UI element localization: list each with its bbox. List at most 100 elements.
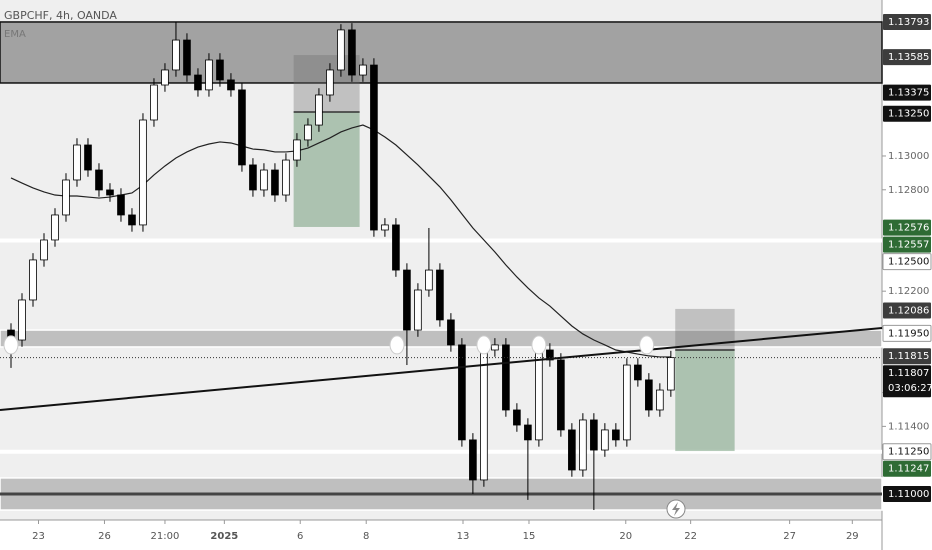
candle-body — [315, 94, 323, 126]
x-tick-label: 6 — [297, 531, 303, 542]
price-label-box — [883, 13, 931, 30]
replay-button[interactable] — [666, 499, 686, 519]
candle-body — [480, 349, 488, 481]
candle-body — [667, 357, 675, 391]
candle-body — [403, 269, 411, 331]
x-tick-label: 15 — [523, 531, 536, 542]
candle-body — [348, 29, 356, 76]
candle-body — [612, 429, 620, 441]
candle-body — [458, 344, 466, 441]
price-label: 1.13585 — [888, 52, 929, 63]
candle-body — [535, 349, 543, 441]
candle-body — [326, 69, 334, 96]
candle-body — [51, 214, 59, 241]
touch-marker — [639, 335, 655, 355]
candle-body — [139, 119, 147, 226]
price-label-box — [882, 324, 932, 342]
indicator-name: EMA — [4, 29, 26, 40]
candle-body — [557, 359, 565, 431]
candle-body — [645, 379, 653, 411]
x-tick-label: 21:00 — [151, 531, 180, 542]
candle-body — [128, 214, 136, 226]
candle-body — [337, 29, 345, 71]
candle-body — [84, 144, 92, 171]
candle-body — [469, 439, 477, 481]
candle-body — [216, 59, 224, 81]
candle-body — [524, 424, 532, 441]
price-label-box — [883, 485, 931, 502]
candle-body — [436, 269, 444, 321]
price-label: 1.11950 — [888, 328, 929, 339]
y-tick-label: 1.13000 — [888, 151, 929, 162]
price-label-box — [883, 365, 931, 398]
price-label-box — [883, 49, 931, 66]
price-label-box — [883, 84, 931, 101]
candle-body — [282, 159, 290, 196]
candle-body — [183, 39, 191, 76]
candle-body — [359, 64, 367, 76]
candle-body — [568, 429, 576, 471]
candle-body — [634, 364, 642, 381]
price-label: 1.13375 — [888, 88, 929, 99]
candle-body — [656, 389, 664, 411]
candle-body — [370, 64, 378, 231]
y-tick-label: 1.12200 — [888, 286, 929, 297]
y-tick-label: 1.11400 — [888, 421, 929, 432]
candle-body — [623, 364, 631, 441]
candle-body — [381, 224, 389, 231]
x-tick-label: 13 — [457, 531, 470, 542]
price-zone — [0, 329, 883, 348]
price-label: 1.12086 — [888, 305, 929, 316]
price-label: 1.13250 — [888, 109, 929, 120]
x-tick-label: 29 — [846, 531, 859, 542]
candle-body — [62, 179, 70, 216]
touch-marker — [3, 335, 19, 355]
x-tick-label: 20 — [619, 531, 632, 542]
price-label-box — [883, 302, 931, 319]
price-label: 1.12557 — [888, 240, 929, 251]
y-tick-label: 1.12800 — [888, 185, 929, 196]
countdown: 03:06:27 — [888, 383, 932, 394]
candle-body — [117, 194, 125, 216]
symbol-title: GBPCHF, 4h, OANDA — [4, 9, 117, 22]
candle-body — [425, 269, 433, 291]
candle-body — [502, 344, 510, 411]
price-label: 1.11247 — [888, 464, 929, 475]
candle-body — [172, 39, 180, 71]
plot-background — [0, 0, 882, 520]
candle-body — [579, 419, 587, 471]
position-target — [675, 349, 735, 452]
candle-body — [271, 169, 279, 196]
touch-marker — [476, 335, 492, 355]
candle-body — [161, 69, 169, 86]
candle-body — [590, 419, 598, 451]
x-tick-label: 22 — [684, 531, 697, 542]
candle-body — [238, 89, 246, 166]
x-tick-label: 27 — [783, 531, 796, 542]
trendline — [0, 327, 883, 411]
touch-marker — [389, 335, 405, 355]
price-label-box — [883, 105, 931, 122]
candle-body — [29, 259, 37, 301]
price-label-box — [883, 236, 931, 253]
x-tick-label: 23 — [32, 531, 45, 542]
candle-body — [18, 299, 26, 341]
x-tick-label: 26 — [98, 531, 111, 542]
price-label: 1.11807 — [888, 368, 929, 379]
price-label-box — [883, 460, 931, 477]
time-axis-panel — [0, 520, 882, 550]
candle-body — [304, 124, 312, 141]
price-label: 1.11000 — [888, 489, 929, 500]
candle-body — [491, 344, 499, 351]
price-zone — [0, 21, 883, 84]
price-label: 1.12500 — [888, 257, 929, 268]
price-label-box — [882, 443, 932, 461]
candle-body — [414, 289, 422, 331]
candle-body — [73, 144, 81, 181]
candle-body — [546, 349, 554, 361]
price-label: 1.12576 — [888, 223, 929, 234]
candle-body — [447, 319, 455, 346]
candle-body — [392, 224, 400, 271]
